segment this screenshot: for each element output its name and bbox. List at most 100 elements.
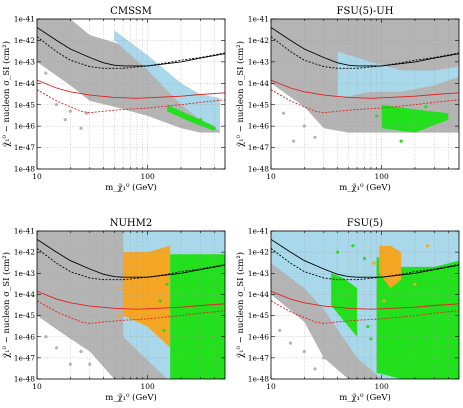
y-tick-label: 1e-41 — [248, 15, 269, 24]
y-tick-label: 1e-45 — [14, 311, 36, 320]
region-green — [381, 104, 449, 133]
limit-curve-red-dashed — [37, 89, 225, 114]
x-tick-label: 10 — [32, 172, 42, 181]
region-green — [167, 104, 215, 131]
y-tick-label: 1e-44 — [248, 290, 270, 299]
y-tick-label: 1e-45 — [248, 100, 270, 109]
scatter-point-grey — [44, 71, 48, 75]
panel-title: FSU(5) — [347, 218, 383, 229]
scatter-point-grey — [54, 103, 59, 107]
scatter-point-grey — [68, 109, 72, 113]
limit-curve-black-solid — [271, 239, 459, 278]
plot-frame — [270, 230, 460, 380]
panel-4: 10 100 1e-41 1e-42 1e-43 1e-44 1e-45 1e-46 1e-47… — [235, 218, 460, 403]
y-tick-label: 1e-47 — [14, 353, 36, 362]
plot-frame — [270, 18, 460, 170]
limit-curve-black-dashed — [271, 36, 459, 69]
scatter-point-green — [158, 299, 162, 303]
scatter-point-grey — [336, 126, 340, 130]
region-grey — [37, 19, 220, 133]
scatter-point-green — [366, 325, 370, 329]
scatter-point-grey — [288, 341, 293, 345]
scatter-point-green — [399, 139, 403, 143]
panel-2: 10 100 1e-41 1e-42 1e-43 1e-44 1e-45 1e-46 1e-47… — [235, 6, 460, 193]
y-tick-label: 1e-46 — [14, 122, 36, 131]
limit-curve-black-dashed — [37, 248, 225, 281]
plot-area — [37, 231, 225, 379]
y-tick-label: 1e-47 — [14, 143, 36, 152]
scatter-point-orange — [382, 299, 386, 303]
x-axis-label: m_χ̃₁⁰ (GeV) — [105, 182, 157, 193]
region-orange — [123, 245, 171, 348]
scatter-point-grey — [292, 139, 296, 143]
scatter-point-grey — [54, 346, 59, 350]
x-axis-label: m_χ̃₁⁰ (GeV) — [339, 392, 391, 403]
grid — [37, 231, 225, 379]
y-tick-label: 1e-48 — [14, 375, 36, 384]
y-tick-label: 1e-44 — [14, 79, 36, 88]
y-tick-label: 1e-41 — [248, 227, 269, 236]
y-tick-label: 1e-46 — [248, 122, 270, 131]
scatter-point-green — [388, 124, 392, 128]
region-green — [376, 256, 459, 379]
y-tick-label: 1e-48 — [14, 165, 36, 174]
y-tick-label: 1e-44 — [14, 290, 36, 299]
scatter-point-grey — [44, 335, 48, 339]
scatter-point-green — [375, 114, 379, 118]
scatter-point-grey — [79, 349, 83, 354]
y-tick-label: 1e-45 — [14, 100, 36, 109]
limit-curve-black-solid — [37, 27, 225, 67]
panel-3: 10 100 1e-41 1e-42 1e-43 1e-44 1e-45 1e-46 1e-47… — [1, 218, 226, 403]
x-tick-label: 10 — [32, 382, 42, 391]
limit-curve-red-dashed — [271, 300, 459, 324]
scatter-point-green — [351, 244, 355, 248]
grid — [271, 19, 459, 169]
scatter-point-green — [179, 111, 183, 115]
region-green — [170, 254, 225, 379]
plot-area — [271, 231, 459, 379]
scatter-point-green — [165, 282, 169, 286]
scatter-point-orange — [372, 261, 376, 265]
y-tick-label: 1e-44 — [248, 79, 270, 88]
scatter-point-grey — [79, 126, 83, 130]
plot-area — [271, 19, 459, 169]
scatter-point-orange — [154, 265, 158, 269]
y-tick-label: 1e-46 — [14, 332, 36, 341]
scatter-point-green — [162, 328, 166, 332]
limit-curve-red-solid — [37, 290, 225, 310]
y-tick-label: 1e-48 — [248, 165, 270, 174]
grid — [271, 231, 459, 379]
x-tick-label: 100 — [140, 172, 155, 181]
region-orange — [379, 245, 402, 289]
scatter-point-green — [424, 105, 428, 109]
scatter-point-green — [336, 250, 340, 254]
y-tick-label: 1e-45 — [248, 311, 270, 320]
limit-curve-black-dashed — [37, 36, 225, 69]
y-axis-label: χ̃₁⁰ − nucleon σ_SI (cm²) — [235, 252, 246, 358]
y-tick-label: 1e-42 — [248, 36, 270, 45]
x-tick-label: 100 — [140, 382, 155, 391]
x-tick-label: 10 — [266, 382, 276, 391]
limit-curve-black-solid — [271, 27, 459, 67]
scatter-point-green — [440, 114, 444, 118]
x-tick-label: 100 — [374, 382, 389, 391]
grid — [37, 19, 225, 169]
region-lightblue — [114, 30, 220, 131]
scatter-point-grey — [313, 135, 317, 139]
y-tick-label: 1e-43 — [14, 57, 36, 66]
scatter-point-grey — [63, 118, 67, 122]
plot-frame — [36, 18, 226, 170]
scatter-point-green — [212, 126, 216, 130]
y-tick-label: 1e-41 — [14, 15, 35, 24]
plot-frame — [36, 230, 226, 380]
y-tick-label: 1e-43 — [248, 57, 270, 66]
scatter-point-grey — [278, 328, 282, 332]
limit-curve-red-dashed — [271, 89, 459, 114]
scatter-point-orange — [117, 286, 121, 290]
panel-title: NUHM2 — [110, 218, 153, 229]
scatter-point-grey — [313, 367, 317, 371]
x-tick-label: 100 — [374, 172, 389, 181]
y-tick-label: 1e-42 — [248, 248, 270, 257]
y-axis-label: χ̃₁⁰ − nucleon σ_SI (cm²) — [1, 252, 12, 358]
